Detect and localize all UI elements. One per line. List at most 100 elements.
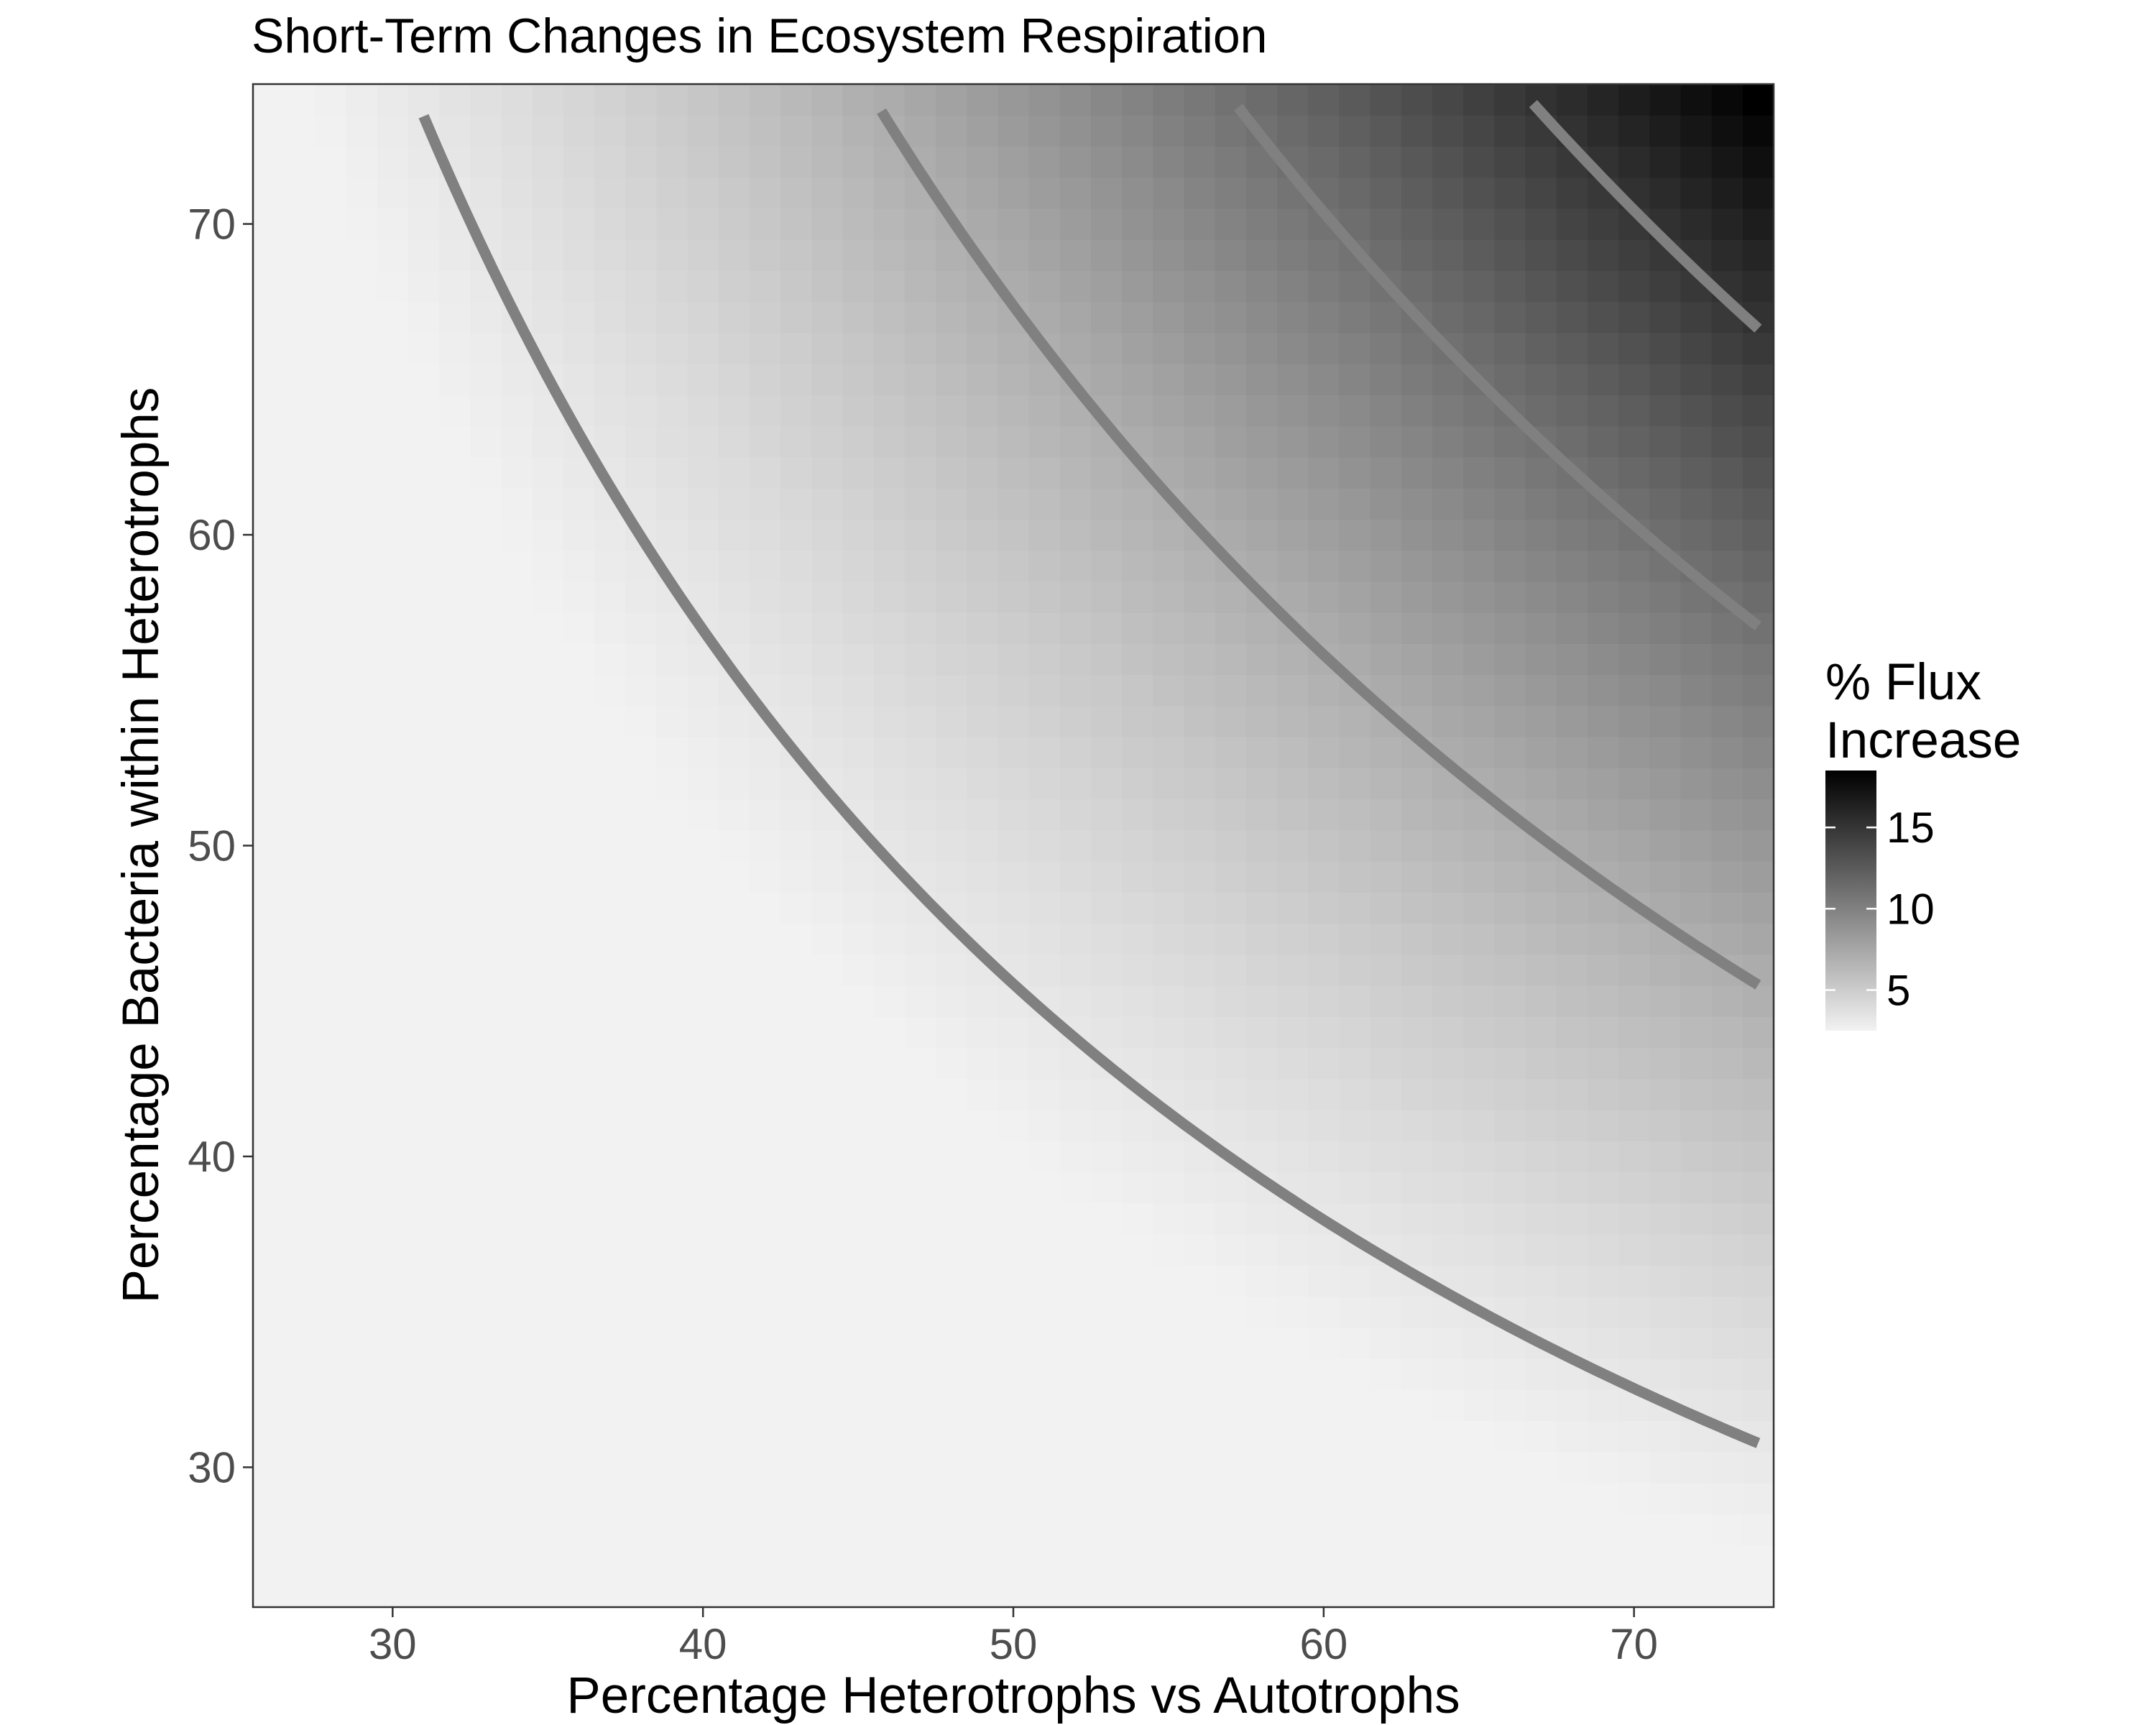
heatmap-cell [1370,985,1402,1017]
heatmap-cell [1277,1110,1309,1141]
heatmap-cell [656,333,688,364]
heatmap-cell [1525,364,1557,395]
heatmap-cell [1649,1327,1682,1359]
heatmap-cell [656,705,688,737]
heatmap-cell [811,923,844,955]
heatmap-cell [501,177,533,209]
heatmap-cell [1463,1047,1495,1080]
heatmap-cell [346,612,378,644]
heatmap-cell [439,1514,471,1546]
heatmap-cell [1463,456,1495,489]
heatmap-cell [1122,861,1153,893]
heatmap-cell [1556,674,1588,707]
heatmap-cell [1556,1420,1588,1453]
heatmap-cell [563,1514,595,1546]
heatmap-cell [811,1545,844,1577]
heatmap-cell [1711,799,1743,831]
heatmap-cell [253,550,285,582]
heatmap-cell [1711,1451,1743,1484]
heatmap-cell [1059,705,1092,737]
heatmap-cell [501,239,533,271]
heatmap-cell [1618,1420,1650,1453]
heatmap-cell [1432,1358,1464,1390]
heatmap-cell [1432,426,1464,458]
heatmap-cell [1370,1358,1402,1390]
heatmap-cell [1028,1141,1061,1173]
heatmap-cell [1711,643,1743,676]
heatmap-cell [1742,177,1774,209]
heatmap-cell [1494,861,1526,893]
heatmap-cell [315,1389,347,1422]
heatmap-cell [594,892,626,924]
heatmap-cell [532,1576,564,1608]
heatmap-cell [407,301,440,334]
heatmap-cell [811,643,844,676]
heatmap-cell [1494,829,1526,862]
heatmap-cell [1277,1078,1309,1110]
heatmap-cell [998,581,1030,613]
heatmap-cell [1370,177,1402,209]
heatmap-cell [1649,1016,1682,1049]
heatmap-cell [749,1327,781,1359]
heatmap-cell [1370,1545,1402,1577]
heatmap-cell [1463,1234,1495,1266]
heatmap-cell [998,550,1030,582]
heatmap-cell [1308,426,1340,458]
heatmap-cell [1401,1047,1433,1080]
heatmap-cell [1245,829,1278,862]
heatmap-cell [1711,1576,1743,1608]
heatmap-cell [346,146,378,178]
heatmap-cell [1245,1514,1278,1546]
heatmap-cell [1028,270,1061,303]
heatmap-cell [1618,737,1650,768]
heatmap-cell [1649,1202,1682,1235]
heatmap-cell [439,1141,471,1173]
heatmap-cell [1432,1576,1464,1608]
heatmap-cell [315,1576,347,1608]
heatmap-cell [1339,1172,1371,1204]
heatmap-cell [1370,829,1402,862]
heatmap-cell [1339,1327,1371,1359]
heatmap-cell [811,177,844,209]
heatmap-cell [1432,1483,1464,1514]
heatmap-cell [501,146,533,178]
heatmap-cell [594,1389,626,1422]
heatmap-cell [718,923,750,955]
heatmap-cell [284,1078,315,1110]
heatmap-cell [439,456,471,489]
heatmap-cell [501,705,533,737]
heatmap-cell [1618,1047,1650,1080]
heatmap-cell [1215,1172,1247,1204]
heatmap-cell [532,1327,564,1359]
heatmap-cell [718,1047,750,1080]
heatmap-cell [842,1327,875,1359]
heatmap-cell [1339,84,1371,116]
heatmap-cell [1432,177,1464,209]
heatmap-cell [470,768,502,800]
heatmap-cell [904,705,936,737]
heatmap-cell [842,1420,875,1453]
heatmap-cell [656,519,688,551]
heatmap-cell [1742,395,1774,427]
heatmap-cell [811,1141,844,1173]
heatmap-cell [253,737,285,768]
heatmap-cell [656,426,688,458]
heatmap-cell [873,208,906,240]
heatmap-cell [1401,1110,1433,1141]
heatmap-cell [253,1420,285,1453]
heatmap-cell [1215,1296,1247,1328]
heatmap-cell [315,1545,347,1577]
heatmap-cell [1494,550,1526,582]
heatmap-cell [842,115,875,147]
heatmap-cell [1680,1234,1713,1266]
heatmap-cell [439,84,471,116]
heatmap-cell [1401,84,1433,116]
heatmap-cell [1432,705,1464,737]
heatmap-cell [501,456,533,489]
heatmap-cell [470,115,502,147]
heatmap-cell [811,954,844,986]
heatmap-cell [377,1141,409,1173]
heatmap-cell [1153,737,1185,768]
heatmap-cell [346,115,378,147]
heatmap-cell [687,737,719,768]
